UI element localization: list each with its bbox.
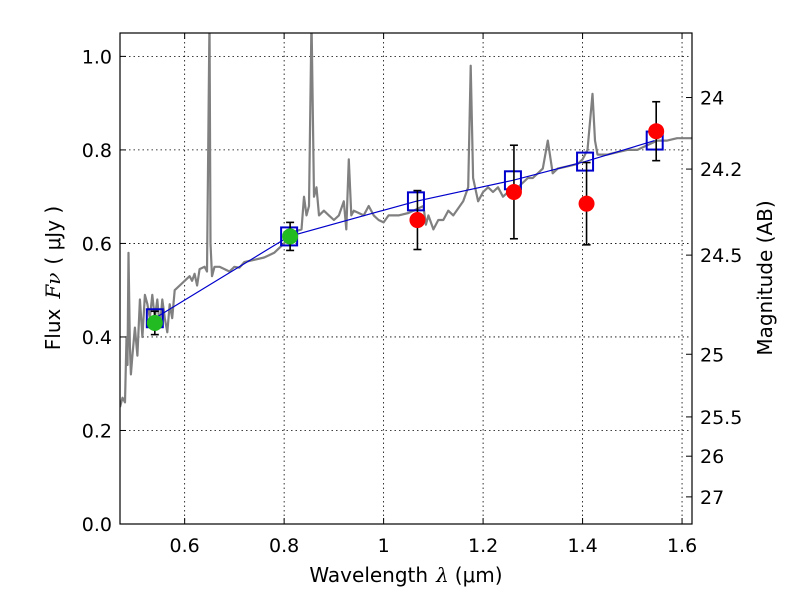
x-axis-label: Wavelength λ (μm) <box>309 563 502 587</box>
y-tick-label: 0.6 <box>82 233 112 255</box>
nearir-data-point <box>648 123 665 140</box>
y2-tick-label: 25 <box>700 344 724 366</box>
y-axis-label: Flux Fν ( μJy ) <box>41 206 65 350</box>
x-tick-label: 1.2 <box>468 535 498 557</box>
y-tick-label: 0.0 <box>82 514 112 536</box>
errorbar-layer <box>146 100 665 336</box>
x-tick-label: 1.4 <box>567 535 597 557</box>
y-axis-label-text: Flux <box>41 308 65 350</box>
optical-data-point <box>146 314 163 331</box>
y2-tick-label: 24.2 <box>700 159 742 181</box>
y2-tick-label: 24.5 <box>700 245 742 267</box>
y2-axis-label: Magnitude (AB) <box>753 200 777 355</box>
x-axis-label-text: Wavelength <box>309 563 428 587</box>
y2-tick-label: 26 <box>700 446 724 468</box>
axis-ticks: 0.6 0.8 1 1.2 1.4 1.6 0.0 0.2 0.4 0.6 0.8 1.0 24 24.2… <box>82 33 742 557</box>
y2-tick-label: 25.5 <box>700 407 742 429</box>
plot-frame <box>119 32 693 525</box>
optical-data-point <box>282 228 299 245</box>
y-axis-label-symbol: Fν <box>41 273 65 300</box>
model-photometry-line <box>154 140 655 319</box>
x-tick-label: 0.8 <box>269 535 299 557</box>
x-axis-label-unit: (μm) <box>455 563 503 587</box>
nearir-data-point <box>409 212 426 229</box>
x-tick-label: 1 <box>378 535 390 557</box>
y-tick-label: 0.4 <box>82 327 112 349</box>
nearir-data-point <box>505 183 522 200</box>
y-tick-label: 0.2 <box>82 420 112 442</box>
plot-area <box>120 33 692 524</box>
nearir-data-point <box>578 195 595 212</box>
y2-tick-label: 27 <box>700 487 724 509</box>
y-tick-label: 0.8 <box>82 140 112 162</box>
y-tick-label: 1.0 <box>82 46 112 68</box>
x-tick-label: 1.6 <box>667 535 697 557</box>
x-axis-label-symbol: λ <box>435 563 449 587</box>
y-axis-label-unit: ( μJy ) <box>41 206 65 265</box>
x-tick-label: 0.6 <box>170 535 200 557</box>
model-square-marker <box>576 151 595 172</box>
model-square-marker <box>406 191 425 212</box>
y2-tick-label: 24 <box>700 88 724 110</box>
